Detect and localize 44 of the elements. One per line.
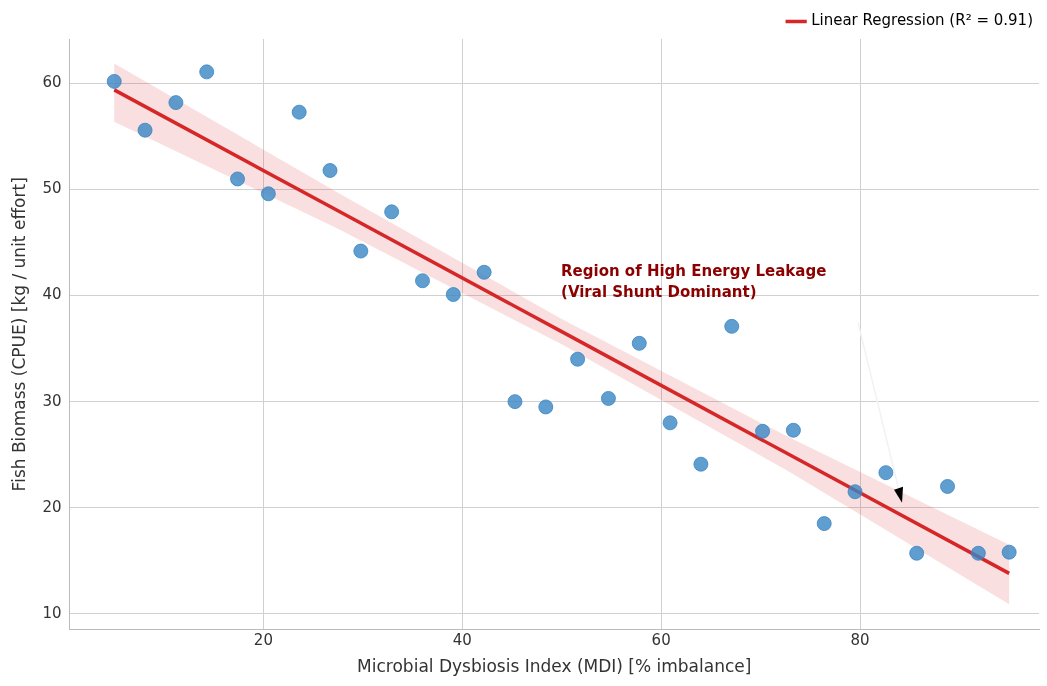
point — [847, 484, 863, 500]
x-tick-label: 20 — [253, 631, 273, 650]
point — [816, 516, 832, 532]
point — [570, 351, 586, 367]
point — [724, 318, 740, 334]
point — [600, 390, 616, 406]
point — [230, 171, 246, 187]
y-tick-label: 60 — [42, 73, 62, 92]
point — [940, 478, 956, 494]
point — [909, 545, 925, 561]
point — [384, 204, 400, 220]
y-tick-label: 50 — [42, 179, 62, 198]
point — [693, 456, 709, 472]
x-axis-title: Microbial Dysbiosis Index (MDI) [% imbalance] — [357, 656, 752, 677]
y-tick-label: 30 — [42, 391, 62, 410]
point — [353, 243, 369, 259]
point — [260, 186, 276, 202]
annotation: Region of High Energy Leakage (Viral Shunt Dominant) — [561, 261, 827, 301]
point — [755, 423, 771, 439]
y-tick-label: 20 — [42, 497, 62, 516]
point — [322, 162, 338, 178]
point — [538, 399, 554, 415]
point — [1001, 544, 1017, 560]
x-tick-label: 40 — [452, 631, 472, 650]
point — [476, 264, 492, 280]
point — [445, 287, 461, 303]
x-tick-label: 80 — [850, 631, 870, 650]
y-axis-title: Fish Biomass (CPUE) [kg / unit effort] — [8, 177, 29, 492]
point — [878, 465, 894, 481]
point — [168, 95, 184, 111]
point — [631, 335, 647, 351]
y-tick-label: 10 — [42, 603, 62, 622]
y-tick-label: 40 — [42, 285, 62, 304]
point — [137, 122, 153, 138]
point — [785, 422, 801, 438]
point — [291, 104, 307, 120]
point — [662, 415, 678, 431]
point — [106, 73, 122, 89]
point — [507, 394, 523, 410]
legend-label: Linear Regression (R² = 0.91) — [811, 11, 1033, 30]
point — [414, 273, 430, 289]
point — [199, 64, 215, 80]
x-tick-label: 60 — [651, 631, 671, 650]
point — [970, 545, 986, 561]
